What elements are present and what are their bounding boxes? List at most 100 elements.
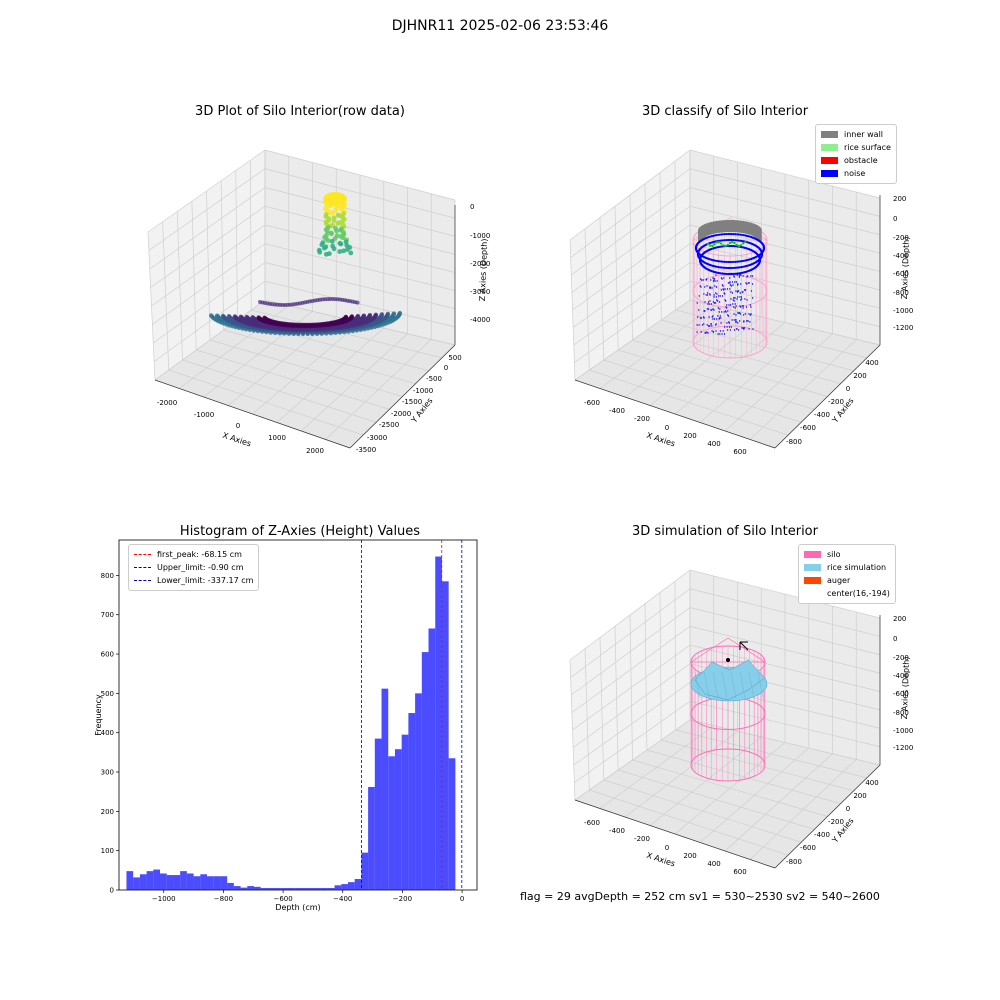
data-point xyxy=(720,239,723,242)
data-point xyxy=(708,316,710,318)
data-point xyxy=(731,292,734,294)
data-point xyxy=(726,329,729,331)
x-tick-label: 2000 xyxy=(306,447,324,455)
z-tick-label: -400 xyxy=(893,252,909,260)
histogram-bar xyxy=(321,888,328,890)
histogram-bar xyxy=(153,869,161,890)
data-point xyxy=(724,244,727,248)
data-point xyxy=(706,324,708,326)
data-point xyxy=(738,312,741,314)
data-point xyxy=(758,258,762,261)
grid-line xyxy=(325,339,432,440)
x-axis-label: X Axies xyxy=(221,431,252,449)
data-point xyxy=(733,266,737,269)
data-point xyxy=(733,329,736,331)
data-point xyxy=(744,313,747,315)
data-point xyxy=(725,306,727,308)
data-point xyxy=(718,295,720,297)
data-point xyxy=(715,274,717,276)
data-point xyxy=(335,220,341,226)
data-point xyxy=(730,285,733,287)
data-point xyxy=(727,315,730,317)
data-point xyxy=(713,278,716,280)
data-point xyxy=(728,272,732,276)
data-point xyxy=(707,303,709,305)
data-point xyxy=(716,300,719,302)
panel3-title: Histogram of Z-Axies (Height) Values xyxy=(179,524,421,539)
data-point xyxy=(379,312,385,317)
legend-item-rice-simulation: rice simulation xyxy=(804,561,890,574)
data-point xyxy=(329,210,335,216)
x-tick-label: 400 xyxy=(707,860,720,868)
data-point xyxy=(373,312,379,317)
y-tick-label: 0 xyxy=(846,385,850,393)
z-tick-label: -1200 xyxy=(893,744,913,752)
legend-swatch xyxy=(821,170,838,177)
data-point xyxy=(333,207,338,213)
data-point xyxy=(713,221,717,234)
data-point xyxy=(711,316,713,318)
z-tick-label: -400 xyxy=(893,672,909,680)
x-tick-label: 200 xyxy=(683,852,696,860)
legend-item-inner-wall: inner wall xyxy=(821,128,891,141)
data-point xyxy=(706,294,709,296)
data-point xyxy=(714,280,716,282)
data-point xyxy=(717,333,719,335)
grid-line xyxy=(264,205,456,255)
grid-line xyxy=(150,205,266,288)
histogram-bar xyxy=(394,749,402,890)
data-point xyxy=(733,306,735,308)
x-tick-label: 200 xyxy=(683,432,696,440)
grid-line xyxy=(571,625,691,713)
panel4-legend: silo rice simulation auger center(16,-19… xyxy=(798,544,896,604)
data-point xyxy=(740,298,743,300)
data-point xyxy=(329,238,335,244)
z-tick-label: -3000 xyxy=(470,288,490,296)
histogram-bar xyxy=(227,882,234,890)
data-point xyxy=(746,299,748,301)
histogram-bar xyxy=(166,875,174,890)
data-point xyxy=(723,233,726,236)
data-point xyxy=(717,315,719,317)
data-point xyxy=(749,321,751,323)
data-point xyxy=(711,287,713,289)
data-point xyxy=(323,251,329,257)
data-point xyxy=(741,233,744,237)
silo-ring xyxy=(692,325,768,359)
y-tick-label: -1500 xyxy=(402,398,422,406)
grid-line xyxy=(699,327,809,423)
data-point xyxy=(391,311,397,316)
x-axis-line xyxy=(574,799,776,869)
data-point xyxy=(732,297,735,299)
data-point xyxy=(733,272,736,275)
data-point xyxy=(723,326,726,328)
y-axis-line xyxy=(774,344,881,449)
data-point xyxy=(743,221,747,234)
data-point xyxy=(709,244,712,247)
data-point xyxy=(730,326,732,328)
data-point xyxy=(719,333,721,335)
data-point xyxy=(739,292,742,294)
grid-line xyxy=(689,168,881,217)
x-tick-label: -400 xyxy=(609,407,625,415)
data-point xyxy=(733,239,737,242)
data-point xyxy=(717,307,720,309)
data-point xyxy=(734,260,737,263)
data-point xyxy=(337,249,343,254)
grid-line xyxy=(644,183,648,331)
data-point xyxy=(726,322,728,324)
data-point xyxy=(734,297,736,299)
data-point xyxy=(703,323,705,325)
legend-item-center: center(16,-194) xyxy=(804,587,890,600)
data-point xyxy=(723,333,726,335)
data-point xyxy=(706,292,709,294)
grid-line xyxy=(570,588,691,678)
grid-line xyxy=(689,205,881,254)
data-point xyxy=(713,296,715,298)
data-point xyxy=(725,260,728,264)
histogram-bar xyxy=(213,876,221,890)
histogram-bar xyxy=(428,628,436,890)
floor-pane xyxy=(575,300,880,448)
data-point xyxy=(736,291,739,293)
histogram-bar xyxy=(200,874,208,890)
